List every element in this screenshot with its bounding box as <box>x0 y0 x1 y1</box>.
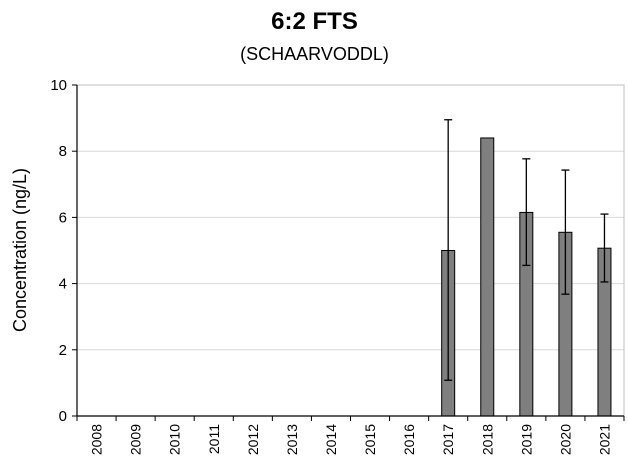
error-bars <box>444 119 609 381</box>
y-tick-label: 2 <box>59 342 67 359</box>
x-tick-label: 2013 <box>284 424 300 455</box>
y-tick-label: 8 <box>59 143 67 160</box>
x-axis-ticks: 2008 2009 2010 2011 2012 2013 2014 2015 2016 2017… <box>76 416 625 455</box>
x-tick-label: 2014 <box>323 424 339 455</box>
x-tick-label: 2019 <box>518 424 534 455</box>
y-tick-label: 6 <box>59 209 67 226</box>
chart-subtitle: (SCHAARVODDL) <box>240 44 389 64</box>
x-tick-label: 2018 <box>479 424 495 455</box>
x-tick-label: 2021 <box>596 424 612 455</box>
plot-border <box>76 84 625 417</box>
x-tick-label: 2011 <box>206 424 222 454</box>
x-tick-label: 2008 <box>89 424 105 455</box>
y-tick-label: 4 <box>59 276 67 293</box>
x-tick-label: 2016 <box>401 424 417 455</box>
x-tick-label: 2015 <box>362 424 378 455</box>
y-tick-label: 0 <box>59 408 67 425</box>
x-tick-label: 2017 <box>440 424 456 455</box>
plot-frame <box>76 84 625 417</box>
chart-title: 6:2 FTS <box>271 8 358 35</box>
gridlines <box>77 84 624 351</box>
x-tick-label: 2010 <box>167 424 183 455</box>
y-axis-ticks: 0 2 4 6 8 10 <box>50 77 77 425</box>
x-tick-label: 2012 <box>245 424 261 455</box>
x-tick-label: 2020 <box>557 424 573 455</box>
x-tick-label: 2009 <box>128 424 144 455</box>
bar-2018 <box>480 137 495 417</box>
y-axis-label: Concentration (ng/L) <box>10 168 30 332</box>
y-tick-label: 10 <box>50 77 67 94</box>
